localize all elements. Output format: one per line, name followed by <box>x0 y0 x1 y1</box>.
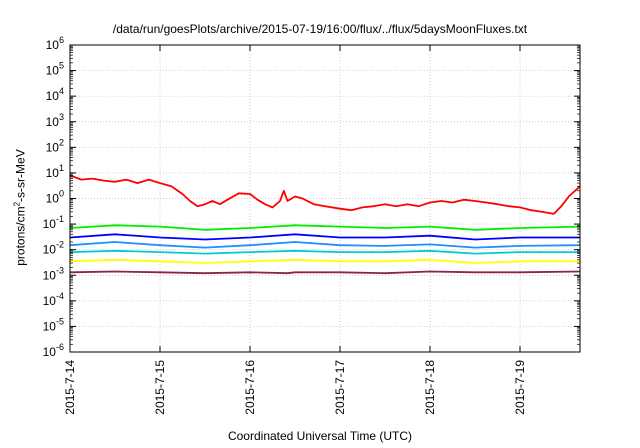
y-tick-label: 10-3 <box>43 265 64 282</box>
series-line <box>69 233 580 241</box>
y-tick-label: 101 <box>46 163 64 180</box>
y-axis: 10-6 10-5 10-4 10-3 10-2 10-1 100 101 102 103 104 1… <box>43 35 580 359</box>
y-tick-label: 10-2 <box>43 240 64 257</box>
y-tick-label: 104 <box>46 86 64 103</box>
grid <box>70 45 580 352</box>
series-line <box>69 270 581 275</box>
x-axis-label: Coordinated Universal Time (UTC) <box>227 429 413 443</box>
series-group <box>69 174 581 275</box>
y-tick-label: 10-5 <box>43 316 64 333</box>
y-tick-label: 103 <box>46 112 64 129</box>
y-tick-label: 105 <box>46 61 64 78</box>
x-tick-label: 2015-7-17 <box>333 360 347 415</box>
x-tick-label: 2015-7-18 <box>423 360 437 415</box>
y-tick-label: 106 <box>46 35 64 52</box>
series-line <box>69 241 581 249</box>
x-tick-label: 2015-7-16 <box>243 360 257 415</box>
chart-title: /data/run/goesPlots/archive/2015-07-19/1… <box>112 22 528 36</box>
x-tick-label: 2015-7-14 <box>63 360 77 415</box>
x-tick-label: 2015-7-19 <box>513 360 527 415</box>
y-tick-label: 10-6 <box>43 342 64 359</box>
series-line <box>69 174 581 215</box>
y-axis-label: protons/cm2-s-sr-MeV <box>12 149 28 266</box>
y-tick-label: 100 <box>46 189 64 206</box>
y-tick-label: 102 <box>46 137 64 154</box>
x-tick-label: 2015-7-15 <box>153 360 167 415</box>
x-axis: 2015-7-14 2015-7-15 2015-7-16 2015-7-17 2015… <box>63 45 527 415</box>
y-tick-label: 10-1 <box>43 214 64 231</box>
series-line <box>69 224 581 231</box>
y-axis-label-wrap: protons/cm2-s-sr-MeV <box>10 149 30 265</box>
series-line <box>69 249 580 255</box>
y-tick-label: 10-4 <box>43 291 64 308</box>
series-line <box>69 258 580 264</box>
